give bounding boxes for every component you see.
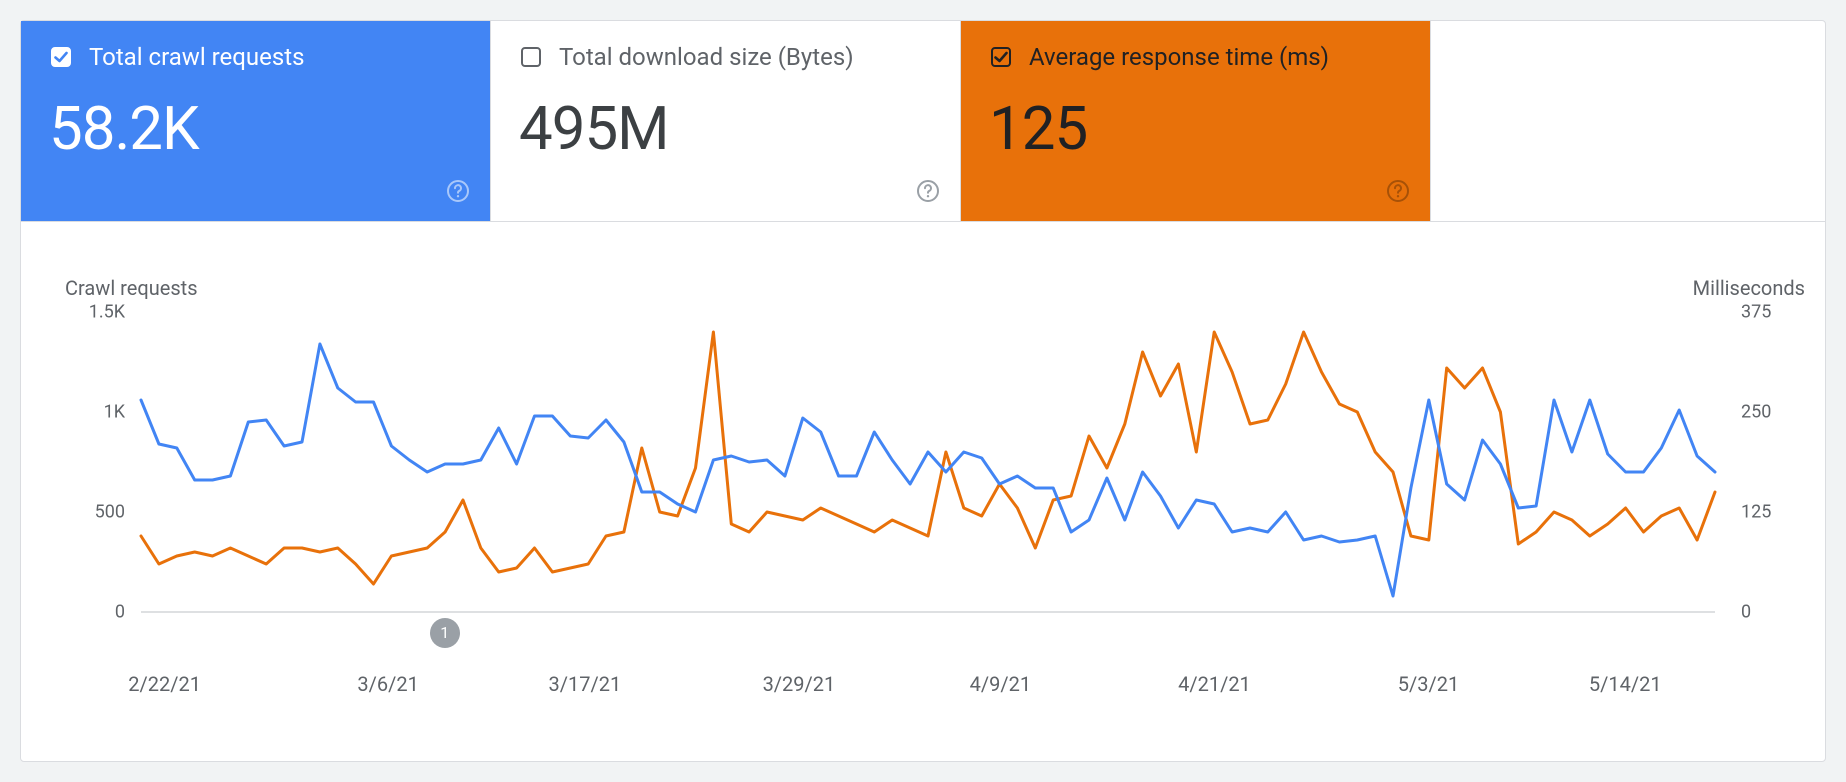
checkbox-download-size[interactable]: [519, 45, 543, 69]
help-icon[interactable]: [916, 179, 940, 203]
x-tick: 2/22/21: [128, 672, 201, 696]
x-tick: 5/14/21: [1589, 672, 1662, 696]
x-tick: 4/21/21: [1178, 672, 1251, 696]
y-left-tick: 0: [115, 602, 125, 623]
metric-card-download-size[interactable]: Total download size (Bytes) 495M: [491, 21, 961, 221]
metric-card-crawl-requests[interactable]: Total crawl requests 58.2K: [21, 21, 491, 221]
y-right-tick: 250: [1741, 402, 1771, 423]
y-left-tick: 1.5K: [89, 302, 125, 323]
y-axis-left-ticks: 05001K1.5K: [21, 304, 131, 604]
x-tick: 3/17/21: [549, 672, 622, 696]
y-axis-right-title: Milliseconds: [1693, 276, 1805, 300]
x-tick: 5/3/21: [1398, 672, 1459, 696]
metric-value-download-size: 495M: [519, 93, 932, 164]
help-icon[interactable]: [446, 179, 470, 203]
metric-value-crawl-requests: 58.2K: [49, 93, 462, 164]
x-tick: 3/6/21: [357, 672, 418, 696]
y-right-tick: 0: [1741, 602, 1751, 623]
crawl-stats-card: Total crawl requests 58.2K Total downloa…: [20, 20, 1826, 762]
y-axis-right-ticks: 0125250375: [1735, 304, 1825, 604]
chart-marker[interactable]: 1: [430, 618, 460, 648]
metric-label-download-size: Total download size (Bytes): [559, 43, 854, 71]
x-axis-ticks: 2/22/213/6/213/17/213/29/214/9/214/21/21…: [141, 672, 1715, 702]
metrics-row: Total crawl requests 58.2K Total downloa…: [21, 21, 1825, 222]
y-left-tick: 500: [95, 502, 125, 523]
chart-line-response_time: [141, 332, 1715, 584]
y-left-tick: 1K: [104, 402, 125, 423]
y-right-tick: 125: [1741, 502, 1771, 523]
metric-card-response-time[interactable]: Average response time (ms) 125: [961, 21, 1431, 221]
x-tick: 3/29/21: [763, 672, 836, 696]
metric-label-crawl-requests: Total crawl requests: [89, 43, 305, 71]
chart-line-crawl_requests: [141, 344, 1715, 596]
metric-value-response-time: 125: [989, 93, 1402, 164]
checkbox-response-time[interactable]: [989, 45, 1013, 69]
chart-area: Crawl requests Milliseconds 0 500 1K 1.5K 0…: [21, 222, 1825, 762]
metric-label-response-time: Average response time (ms): [1029, 43, 1329, 71]
chart-plot[interactable]: [141, 312, 1715, 612]
help-icon[interactable]: [1386, 179, 1410, 203]
y-right-tick: 375: [1741, 302, 1771, 323]
y-axis-left-title: Crawl requests: [65, 276, 198, 300]
checkbox-crawl-requests[interactable]: [49, 45, 73, 69]
x-tick: 4/9/21: [970, 672, 1031, 696]
